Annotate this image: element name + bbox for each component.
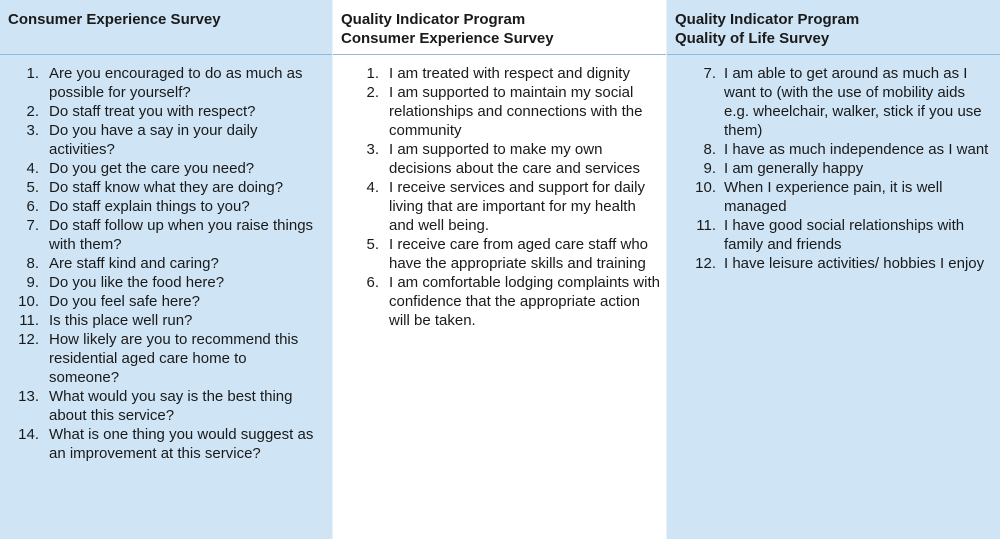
item-text: Do staff know what they are doing? — [49, 179, 284, 196]
item-number: 3. — [26, 122, 39, 139]
item-text: I have as much independence as I want — [724, 141, 989, 158]
item-text: I am treated with respect and dignity — [389, 65, 630, 82]
item-number: 4. — [366, 179, 379, 196]
item-text: Do staff follow up when you raise things… — [49, 217, 314, 253]
column-qip-consumer-experience-survey: Quality Indicator Program Consumer Exper… — [333, 0, 666, 539]
column-qip-quality-of-life-survey: Quality Indicator Program Quality of Lif… — [666, 0, 1000, 539]
list-item: 5. Do staff know what they are doing? — [0, 178, 332, 197]
item-number: 12. — [18, 331, 39, 348]
item-number: 8. — [26, 255, 39, 272]
item-text: I have leisure activities/ hobbies I enj… — [724, 255, 985, 272]
item-number: 6. — [26, 198, 39, 215]
item-number: 14. — [18, 426, 39, 443]
list-item: 1. Are you encouraged to do as much as po… — [0, 64, 332, 102]
item-text: Do you like the food here? — [49, 274, 225, 291]
item-number: 11. — [696, 217, 716, 234]
item-number: 9. — [703, 160, 716, 177]
item-number: 2. — [26, 103, 39, 120]
item-text: When I experience pain, it is well manag… — [724, 179, 943, 215]
list-item: 1. I am treated with respect and dignity — [333, 64, 666, 83]
list-item: 4. I receive services and support for dai… — [333, 178, 666, 235]
list-item: 6. Do staff explain things to you? — [0, 197, 332, 216]
list-item: 7. Do staff follow up when you raise thin… — [0, 216, 332, 254]
item-number: 1. — [366, 65, 379, 82]
list-item: 11. I have good social relationships with… — [667, 216, 1000, 254]
list-item: 2. Do staff treat you with respect? — [0, 102, 332, 121]
list-item: 13. What would you say is the best thing … — [0, 387, 332, 425]
list-item: 12. How likely are you to recommend this … — [0, 330, 332, 387]
item-text: What would you say is the best thing abo… — [49, 388, 293, 424]
item-text: Are staff kind and caring? — [49, 255, 219, 272]
item-text: I am able to get around as much as I wan… — [724, 65, 982, 139]
statement-list: 1. I am treated with respect and dignity 2… — [333, 64, 666, 330]
column-consumer-experience-survey: Consumer Experience Survey 1. Are you enc… — [0, 0, 333, 539]
item-number: 1. — [26, 65, 39, 82]
item-text: What is one thing you would suggest as a… — [49, 426, 314, 462]
item-text: Do staff treat you with respect? — [49, 103, 256, 120]
item-text: I am comfortable lodging complaints with… — [389, 274, 660, 329]
list-item: 5. I receive care from aged care staff wh… — [333, 235, 666, 273]
list-item: 7. I am able to get around as much as I w… — [667, 64, 1000, 140]
column-body: 7. I am able to get around as much as I w… — [667, 55, 1000, 273]
statement-list: 7. I am able to get around as much as I w… — [667, 64, 1000, 273]
item-text: I am generally happy — [724, 160, 864, 177]
item-number: 3. — [366, 141, 379, 158]
list-item: 10. Do you feel safe here? — [0, 292, 332, 311]
item-text: Are you encouraged to do as much as poss… — [49, 65, 303, 101]
list-item: 2. I am supported to maintain my social r… — [333, 83, 666, 140]
item-text: I receive services and support for daily… — [389, 179, 645, 234]
item-number: 7. — [703, 65, 716, 82]
list-item: 3. Do you have a say in your daily activi… — [0, 121, 332, 159]
item-text: I receive care from aged care staff who … — [389, 236, 649, 272]
item-number: 4. — [26, 160, 39, 177]
list-item: 4. Do you get the care you need? — [0, 159, 332, 178]
column-title: Consumer Experience Survey — [8, 11, 221, 28]
column-body: 1. Are you encouraged to do as much as po… — [0, 55, 332, 463]
item-text: Do you get the care you need? — [49, 160, 255, 177]
item-text: Do staff explain things to you? — [49, 198, 250, 215]
column-title-line-1: Quality Indicator Program — [675, 11, 860, 28]
list-item: 10. When I experience pain, it is well ma… — [667, 178, 1000, 216]
item-text: I am supported to make my own decisions … — [389, 141, 640, 177]
item-number: 9. — [26, 274, 39, 291]
list-item: 3. I am supported to make my own decision… — [333, 140, 666, 178]
item-text: Do you have a say in your daily activiti… — [49, 122, 258, 158]
question-list: 1. Are you encouraged to do as much as po… — [0, 64, 332, 463]
item-number: 5. — [366, 236, 379, 253]
column-header: Quality Indicator Program Quality of Lif… — [667, 0, 1000, 55]
list-item: 14. What is one thing you would suggest a… — [0, 425, 332, 463]
item-number: 10. — [695, 179, 716, 196]
item-number: 6. — [366, 274, 379, 291]
column-header: Consumer Experience Survey — [0, 0, 332, 55]
column-title-line-2: Quality of Life Survey — [675, 30, 830, 47]
item-number: 11. — [19, 312, 39, 329]
item-number: 8. — [703, 141, 716, 158]
item-number: 7. — [26, 217, 39, 234]
column-header: Quality Indicator Program Consumer Exper… — [333, 0, 666, 55]
list-item: 11. Is this place well run? — [0, 311, 332, 330]
column-body: 1. I am treated with respect and dignity 2… — [333, 55, 666, 330]
item-text: I am supported to maintain my social rel… — [389, 84, 643, 139]
list-item: 6. I am comfortable lodging complaints wi… — [333, 273, 666, 330]
item-number: 13. — [18, 388, 39, 405]
list-item: 8. Are staff kind and caring? — [0, 254, 332, 273]
list-item: 12. I have leisure activities/ hobbies I … — [667, 254, 1000, 273]
item-text: How likely are you to recommend this res… — [49, 331, 299, 386]
item-text: I have good social relationships with fa… — [724, 217, 965, 253]
item-number: 10. — [18, 293, 39, 310]
column-title-line-1: Quality Indicator Program — [341, 11, 526, 28]
list-item: 8. I have as much independence as I want — [667, 140, 1000, 159]
item-text: Is this place well run? — [49, 312, 193, 329]
column-title-line-2: Consumer Experience Survey — [341, 30, 554, 47]
list-item: 9. Do you like the food here? — [0, 273, 332, 292]
list-item: 9. I am generally happy — [667, 159, 1000, 178]
item-number: 12. — [695, 255, 716, 272]
item-text: Do you feel safe here? — [49, 293, 200, 310]
item-number: 2. — [366, 84, 379, 101]
item-number: 5. — [26, 179, 39, 196]
